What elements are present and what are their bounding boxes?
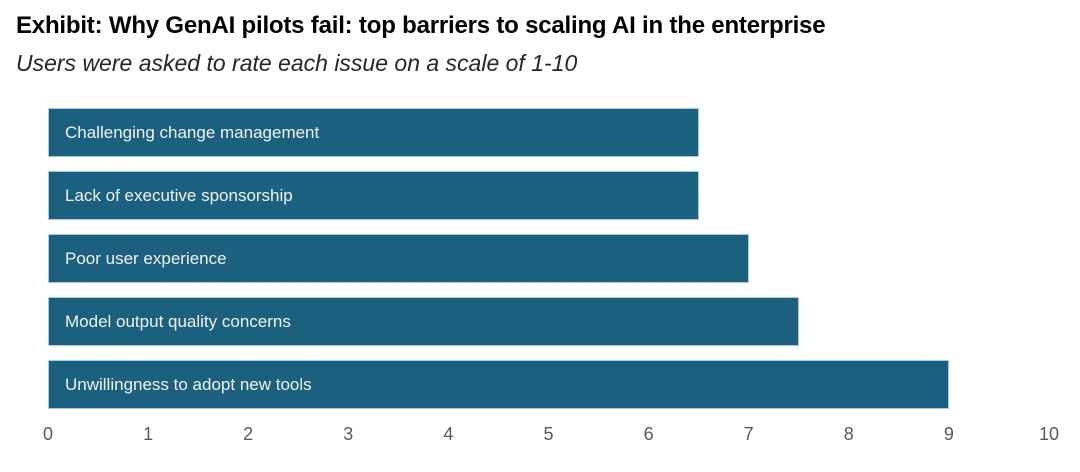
bar: Unwillingness to adopt new tools [48, 360, 949, 409]
chart-subtitle: Users were asked to rate each issue on a… [16, 50, 578, 76]
plot-area: Challenging change management Lack of exe… [48, 108, 1049, 423]
bar-label: Poor user experience [65, 248, 227, 268]
bar-label: Unwillingness to adopt new tools [65, 374, 312, 394]
x-axis-tick-label: 5 [543, 424, 554, 444]
x-axis-tick-label: 9 [943, 424, 954, 444]
x-axis-tick-label: 0 [42, 424, 54, 444]
bar-row: Poor user experience [48, 234, 1049, 283]
x-axis-tick-label: 2 [243, 424, 254, 444]
x-axis-tick-label: 4 [443, 424, 454, 444]
bar-label: Model output quality concerns [65, 311, 291, 331]
x-axis-tick-label: 10 [1038, 424, 1060, 444]
bar-row: Challenging change management [48, 108, 1049, 157]
bar-row: Unwillingness to adopt new tools [48, 360, 1049, 409]
x-axis-tick-label: 3 [343, 424, 354, 444]
x-axis-tick-label: 6 [643, 424, 654, 444]
x-axis: 0 1 2 3 4 5 6 7 8 9 10 [43, 424, 1059, 450]
bar-row: Model output quality concerns [48, 297, 1049, 346]
x-axis-tick-label: 1 [143, 424, 154, 444]
bar: Model output quality concerns [48, 297, 799, 346]
x-axis-tick-label: 8 [843, 424, 854, 444]
bar-label: Lack of executive sponsorship [65, 185, 293, 205]
bar: Challenging change management [48, 108, 699, 157]
chart-title: Exhibit: Why GenAI pilots fail: top barr… [16, 12, 826, 39]
bar-row: Lack of executive sponsorship [48, 171, 1049, 220]
bar: Lack of executive sponsorship [48, 171, 699, 220]
bar: Poor user experience [48, 234, 749, 283]
bar-label: Challenging change management [65, 122, 320, 142]
x-axis-tick-label: 7 [743, 424, 754, 444]
